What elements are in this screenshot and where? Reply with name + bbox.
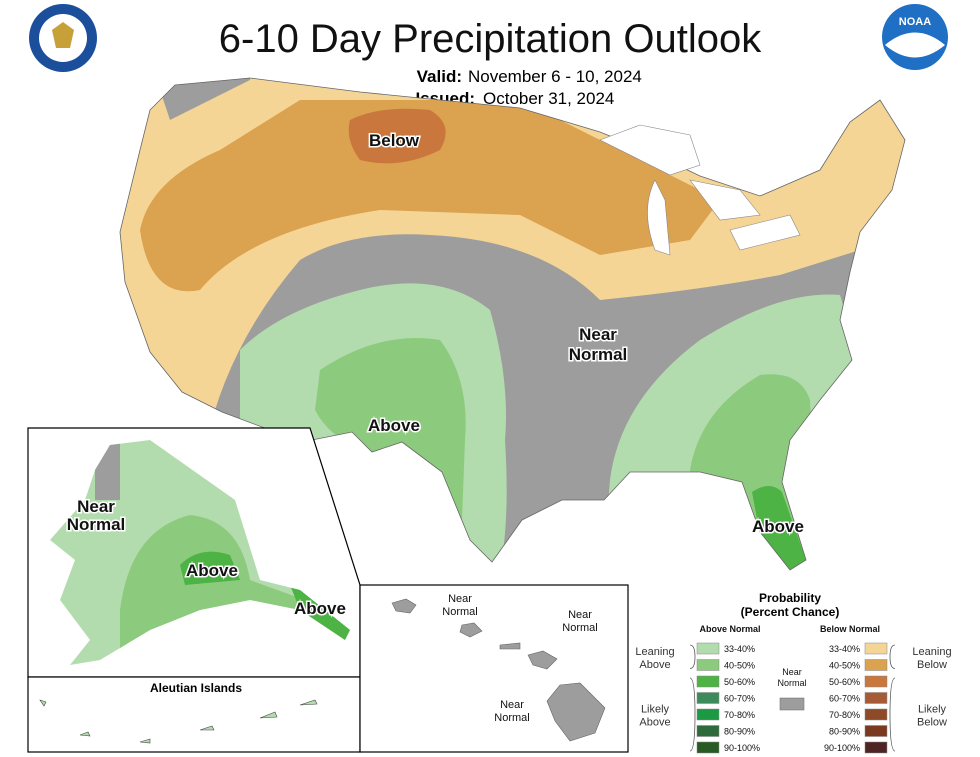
ak-label-near-normal: Near Normal	[67, 497, 126, 534]
below-swatch	[864, 675, 888, 688]
aleutian-inset	[27, 676, 361, 753]
above-swatch	[696, 741, 720, 754]
above-swatch	[696, 692, 720, 704]
below-swatch	[864, 741, 888, 754]
hawaii-islands	[391, 598, 606, 742]
zone-below-50	[348, 108, 446, 164]
legend: Probability (Percent Chance) Above Norma…	[635, 591, 952, 754]
group-label: Leaning Below	[912, 646, 951, 671]
group-label-line: Leaning	[912, 646, 951, 658]
below-range: 70-80%	[829, 710, 860, 720]
above-swatch	[696, 725, 720, 737]
noaa-text: NOAA	[899, 16, 931, 28]
noaa-logo: NOAA	[882, 4, 948, 70]
below-swatch	[864, 708, 888, 721]
group-label-line: Leaning	[635, 646, 674, 658]
group-label-line: Likely	[918, 704, 947, 716]
title: 6-10 Day Precipitation Outlook	[219, 17, 763, 61]
below-swatch	[864, 725, 888, 737]
valid-value: November 6 - 10, 2024	[468, 67, 642, 86]
group-label-line: Below	[917, 717, 947, 729]
label-below: Below	[369, 131, 420, 150]
above-range: 33-40%	[724, 644, 755, 654]
group-brace	[689, 677, 696, 752]
zone-near-nw	[150, 78, 250, 120]
near-normal-swatch	[779, 697, 805, 711]
valid-label: Valid:	[417, 67, 462, 86]
hi-label-2: Near Normal	[562, 609, 597, 634]
group-label-line: Likely	[641, 704, 670, 716]
near-normal-label: Near Normal	[777, 667, 806, 688]
above-range: 80-90%	[724, 727, 755, 737]
label-above-west: Above	[368, 416, 420, 435]
above-swatch	[696, 675, 720, 688]
above-swatch	[696, 708, 720, 721]
group-brace	[689, 644, 696, 669]
group-label: Likely Below	[917, 704, 947, 729]
group-label-line: Above	[639, 659, 670, 671]
below-range: 40-50%	[829, 661, 860, 671]
above-range: 60-70%	[724, 694, 755, 704]
below-swatch	[864, 692, 888, 704]
ak-label-above-panhandle: Above	[294, 599, 346, 618]
below-header: Below Normal	[820, 624, 880, 634]
above-header: Above Normal	[699, 624, 760, 634]
hi-label-1: Near Normal	[442, 593, 477, 618]
great-lakes	[599, 124, 801, 256]
commerce-seal	[29, 4, 97, 72]
below-swatch	[864, 659, 888, 671]
group-label: Leaning Above	[635, 646, 674, 671]
ak-label-above: Above	[186, 561, 238, 580]
above-range: 40-50%	[724, 661, 755, 671]
above-swatch	[696, 659, 720, 671]
issued-value: October 31, 2024	[483, 89, 614, 108]
group-label-line: Above	[639, 717, 670, 729]
group-label: Likely Above	[639, 704, 670, 729]
aleutian-islands	[39, 699, 318, 744]
below-range: 90-100%	[824, 743, 860, 753]
above-range: 70-80%	[724, 710, 755, 720]
zone-above-50-se	[752, 486, 806, 570]
label-near-normal: Near Normal	[569, 325, 628, 364]
below-range: 33-40%	[829, 644, 860, 654]
zone-below-40	[140, 100, 720, 292]
above-range: 50-60%	[724, 677, 755, 687]
below-range: 50-60%	[829, 677, 860, 687]
legend-subtitle: (Percent Chance)	[741, 605, 840, 619]
group-brace	[889, 677, 896, 752]
aleutian-title: Aleutian Islands	[150, 681, 242, 695]
zone-above-40-west	[315, 338, 466, 540]
group-brace	[889, 644, 896, 669]
legend-title: Probability	[759, 591, 821, 605]
label-above-southeast: Above	[752, 517, 804, 536]
below-range: 80-90%	[829, 727, 860, 737]
below-swatch	[864, 642, 888, 655]
below-range: 60-70%	[829, 694, 860, 704]
hi-label-3: Near Normal	[494, 699, 529, 724]
group-label-line: Below	[917, 659, 947, 671]
above-swatch	[696, 642, 720, 655]
above-range: 90-100%	[724, 743, 760, 753]
